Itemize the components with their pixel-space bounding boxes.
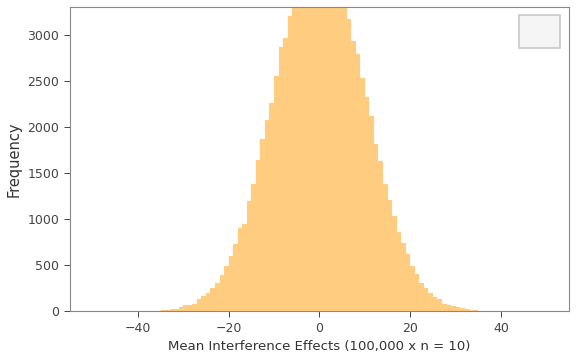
Bar [233, 244, 238, 311]
Bar [392, 216, 397, 311]
Bar [165, 310, 170, 311]
Bar [369, 116, 374, 311]
Bar [383, 184, 388, 311]
Bar [229, 256, 233, 311]
Bar [183, 306, 188, 311]
Bar [328, 0, 333, 311]
Bar [410, 266, 415, 311]
Bar [473, 310, 478, 311]
Bar [456, 307, 460, 311]
Bar [224, 266, 229, 311]
Bar [283, 38, 287, 311]
Bar [324, 0, 328, 311]
Bar [274, 76, 279, 311]
Bar [351, 41, 356, 311]
Bar [378, 161, 383, 311]
Bar [265, 120, 270, 311]
Bar [188, 305, 192, 311]
Bar [465, 310, 469, 311]
Bar [469, 310, 473, 311]
Bar [388, 200, 392, 311]
Bar [287, 16, 292, 311]
Bar [247, 201, 251, 311]
Bar [347, 19, 351, 311]
Bar [451, 306, 456, 311]
Bar [260, 139, 265, 311]
Bar [238, 228, 242, 311]
Bar [192, 303, 197, 311]
Bar [333, 0, 338, 311]
Bar [415, 274, 419, 311]
Bar [406, 254, 410, 311]
Bar [365, 97, 369, 311]
FancyBboxPatch shape [519, 14, 560, 48]
Bar [437, 300, 442, 311]
Bar [360, 78, 365, 311]
Bar [374, 144, 378, 311]
Bar [419, 283, 424, 311]
Bar [446, 305, 451, 311]
Y-axis label: Frequency: Frequency [7, 121, 22, 197]
Bar [460, 308, 465, 311]
Bar [401, 243, 406, 311]
Bar [424, 288, 429, 311]
Bar [342, 0, 347, 311]
Bar [433, 297, 437, 311]
Bar [310, 0, 315, 311]
Bar [256, 160, 260, 311]
X-axis label: Mean Interference Effects (100,000 x n = 10): Mean Interference Effects (100,000 x n =… [168, 340, 471, 353]
Bar [279, 48, 283, 311]
Bar [320, 0, 324, 311]
Bar [297, 0, 301, 311]
Bar [270, 103, 274, 311]
Bar [202, 296, 206, 311]
Bar [179, 307, 183, 311]
Bar [429, 293, 433, 311]
Bar [338, 0, 342, 311]
Bar [197, 299, 202, 311]
Bar [170, 309, 174, 311]
Bar [215, 283, 219, 311]
Bar [442, 303, 446, 311]
Bar [306, 0, 310, 311]
Bar [251, 184, 256, 311]
Bar [397, 232, 401, 311]
Bar [219, 275, 224, 311]
Bar [242, 224, 247, 311]
Bar [292, 0, 297, 311]
Bar [210, 288, 215, 311]
Bar [301, 0, 306, 311]
Bar [315, 0, 320, 311]
Bar [161, 310, 165, 311]
Bar [356, 54, 360, 311]
Bar [206, 293, 210, 311]
Bar [174, 309, 179, 311]
